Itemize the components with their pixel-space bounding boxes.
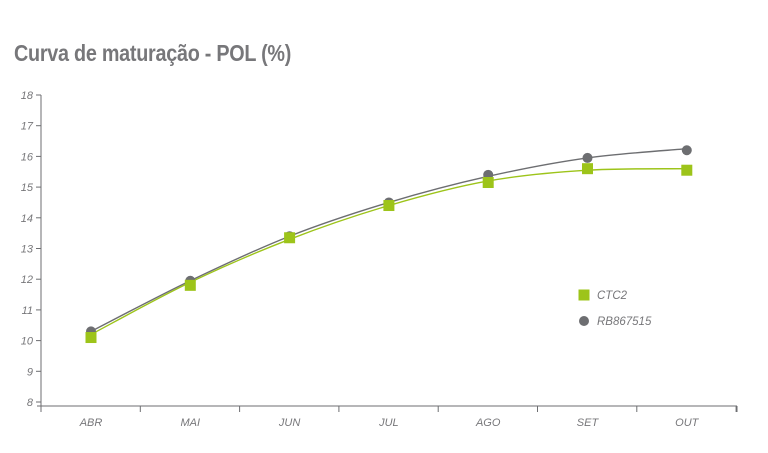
x-tick-label: JUL (378, 417, 399, 429)
y-tick-label: 13 (21, 244, 34, 256)
y-tick-label: 8 (27, 397, 34, 409)
x-tick-label: OUT (675, 417, 700, 429)
legend-label-rb867515: RB867515 (597, 316, 652, 328)
data-point-ctc2 (85, 332, 97, 344)
y-tick-label: 18 (21, 90, 34, 102)
chart-title: Curva de maturação - POL (%) (14, 40, 292, 66)
y-tick-label: 16 (21, 151, 34, 163)
trend-line-rb867515 (90, 148, 687, 333)
data-markers (85, 145, 693, 344)
data-point-rb867515 (681, 145, 692, 156)
legend-label-ctc2: CTC2 (597, 290, 628, 302)
y-tick-label: 17 (21, 121, 34, 133)
x-tick-label: JUN (278, 417, 300, 429)
legend-marker-rb867515 (579, 316, 589, 326)
data-point-ctc2 (681, 164, 693, 176)
data-point-rb867515 (582, 152, 593, 163)
axes: 8 9 10 11 12 13 14 15 16 17 18 ABR MAI JUN JUL AGO SET OU… (21, 90, 738, 429)
y-tick-label: 14 (21, 213, 33, 225)
legend-marker-ctc2 (578, 289, 590, 301)
data-point-ctc2 (383, 200, 395, 212)
y-tick-label: 12 (21, 274, 33, 286)
y-tick-label: 9 (27, 366, 33, 378)
y-tick-label: 10 (21, 336, 34, 348)
data-point-ctc2 (284, 232, 296, 244)
x-tick-label: SET (577, 417, 600, 429)
data-point-ctc2 (184, 279, 196, 291)
trend-line-ctc2 (90, 167, 687, 336)
y-tick-label: 15 (21, 182, 34, 194)
trend-lines (90, 148, 687, 336)
x-tick-label: MAI (181, 417, 201, 429)
data-point-ctc2 (582, 163, 593, 175)
data-point-ctc2 (482, 176, 494, 188)
y-tick-label: 11 (22, 305, 33, 317)
x-tick-label: ABR (79, 417, 103, 429)
x-tick-label: AGO (475, 417, 501, 429)
legend: CTC2 RB867515 (578, 289, 652, 328)
